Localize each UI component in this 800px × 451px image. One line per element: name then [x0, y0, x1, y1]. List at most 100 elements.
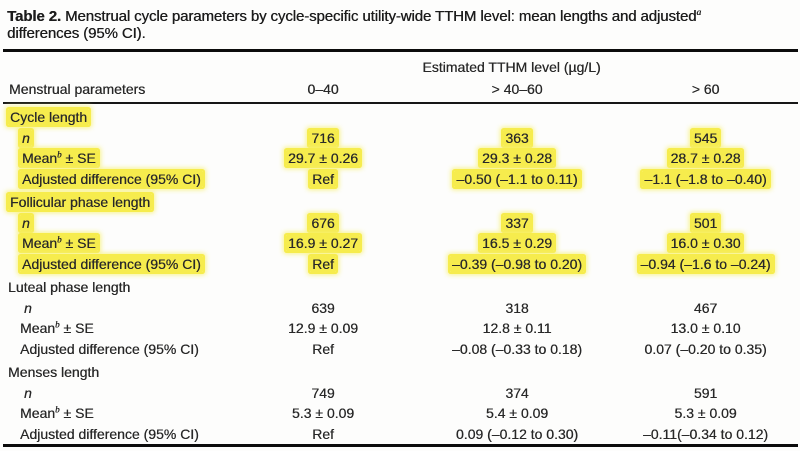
- table-row: Adjusted difference (95% CI) Ref –0.08 (–0…: [3, 339, 798, 360]
- row-label: Meanb ± SE: [3, 148, 225, 169]
- row-label-post: ± SE: [61, 235, 96, 252]
- row-label-pre: Mean: [22, 235, 58, 252]
- row-label-pre: n: [22, 214, 30, 231]
- row-label-text: n: [20, 300, 32, 316]
- row-label: Adjusted difference (95% CI): [3, 339, 225, 360]
- row-label-pre: Adjusted difference (95% CI): [22, 255, 201, 272]
- cell-value-text: –0.39 (–0.98 to 0.20): [450, 255, 584, 272]
- row-label: Meanb ± SE: [3, 403, 225, 424]
- cell-value-text: –0.94 (–1.6 to –0.24): [638, 255, 773, 272]
- cell-value: 16.9 ± 0.27: [225, 233, 421, 254]
- column-header-0-40: 0–40: [307, 80, 339, 97]
- section-label-text: Follicular phase length: [8, 194, 153, 211]
- table-row: Adjusted difference (95% CI) Ref –0.39 (–0…: [3, 254, 798, 275]
- table-row: n 749 374 591: [3, 383, 798, 404]
- row-label: Adjusted difference (95% CI): [3, 424, 225, 446]
- row-label: n: [3, 128, 225, 149]
- cell-value-text: –1.1 (–1.8 to –0.40): [642, 170, 769, 187]
- column-header-row: Menstrual parameters 0–40 > 40–60 > 60: [3, 75, 798, 103]
- cell-value: Ref: [225, 254, 421, 275]
- cell-value-text: –0.08 (–0.33 to 0.18): [452, 340, 582, 357]
- cell-value-text: Ref: [310, 255, 336, 272]
- row-label-text: n: [20, 214, 32, 231]
- section-label: Follicular phase length: [3, 189, 798, 213]
- cell-value-text: –0.50 (–1.1 to 0.11): [454, 170, 580, 187]
- cell-value-text: 12.9 ± 0.09: [288, 320, 358, 337]
- cell-value: Ref: [225, 339, 421, 360]
- footnote-marker: b: [55, 404, 60, 415]
- cell-value-text: 467: [693, 299, 718, 316]
- cell-value-text: 0.09 (–0.12 to 0.30): [455, 425, 579, 442]
- cell-value-text: 0.07 (–0.20 to 0.35): [644, 340, 767, 357]
- row-label-post: ± SE: [59, 320, 94, 337]
- cell-value: 501: [613, 213, 798, 234]
- stub-header: Menstrual parameters: [9, 80, 146, 97]
- cell-value-text: Ref: [312, 340, 334, 357]
- cell-value: 13.0 ± 0.10: [613, 318, 798, 339]
- table-row: Meanb ± SE 29.7 ± 0.26 29.3 ± 0.28 28.7 ± 0…: [3, 148, 798, 169]
- cell-value-text: 716: [309, 129, 337, 146]
- cell-value: 676: [225, 213, 421, 234]
- cell-value-text: 29.7 ± 0.26: [286, 150, 360, 167]
- row-label-pre: Mean: [22, 150, 58, 167]
- caption-text-tail: differences (95% CI).: [7, 25, 146, 42]
- section-row: Luteal phase length: [3, 274, 798, 298]
- row-label-text: n: [20, 385, 32, 401]
- cell-value-text: 16.0 ± 0.30: [668, 235, 743, 252]
- table-row: Meanb ± SE 16.9 ± 0.27 16.5 ± 0.29 16.0 ± 0…: [3, 233, 798, 254]
- cell-value-text: 337: [503, 214, 531, 231]
- cell-value: 749: [225, 383, 421, 404]
- cell-value: –0.11(–0.34 to 0.12): [613, 424, 798, 446]
- caption-text: Menstrual cycle parameters by cycle-spec…: [60, 8, 697, 25]
- row-label: n: [3, 298, 225, 319]
- table-row: Meanb ± SE 12.9 ± 0.09 12.8 ± 0.11 13.0 ± 0…: [3, 318, 798, 339]
- row-label-text: Meanb ± SE: [20, 320, 94, 336]
- cell-value-text: 5.4 ± 0.09: [485, 405, 549, 422]
- row-label-pre: n: [24, 384, 32, 401]
- section-row: Menses length: [3, 359, 798, 383]
- cell-value-text: 5.3 ± 0.09: [291, 405, 355, 422]
- cell-value-text: 591: [693, 384, 718, 401]
- footnote-marker: b: [57, 149, 62, 160]
- cell-value-text: Ref: [312, 425, 334, 442]
- row-label-text: n: [20, 129, 32, 146]
- cell-value: 363: [421, 128, 613, 149]
- cell-value-text: 16.9 ± 0.27: [286, 235, 360, 252]
- cell-value: 716: [225, 128, 421, 149]
- section-label-text: Menses length: [8, 364, 100, 381]
- row-label-text: Meanb ± SE: [20, 405, 94, 421]
- row-label-pre: Adjusted difference (95% CI): [20, 340, 199, 357]
- row-label: Meanb ± SE: [3, 318, 225, 339]
- table-body: Cycle length n 716 363 545 Meanb ± SE 29.7 ± 0…: [3, 103, 798, 446]
- row-label-text: Adjusted difference (95% CI): [20, 341, 199, 357]
- cell-value-text: 676: [309, 214, 337, 231]
- table-row: n 639 318 467: [3, 298, 798, 319]
- row-label-pre: Adjusted difference (95% CI): [20, 425, 199, 442]
- row-label-text: Adjusted difference (95% CI): [20, 255, 203, 272]
- table-row: Adjusted difference (95% CI) Ref 0.09 (–0.…: [3, 424, 798, 446]
- row-label-text: Adjusted difference (95% CI): [20, 426, 199, 442]
- cell-value-text: 318: [505, 299, 529, 316]
- cell-value: 12.9 ± 0.09: [225, 318, 421, 339]
- section-label-text: Cycle length: [8, 109, 90, 126]
- cell-value: Ref: [225, 169, 421, 190]
- cell-value-text: 28.7 ± 0.28: [668, 150, 743, 167]
- cell-value: 29.3 ± 0.28: [421, 148, 613, 169]
- cell-value-text: 545: [691, 129, 720, 146]
- cell-value: 0.09 (–0.12 to 0.30): [421, 424, 613, 446]
- table-row: n 716 363 545: [3, 128, 798, 149]
- cell-value-text: 749: [311, 384, 335, 401]
- cell-value-text: 501: [691, 214, 720, 231]
- cell-value-text: –0.11(–0.34 to 0.12): [642, 425, 769, 442]
- cell-value: 28.7 ± 0.28: [613, 148, 798, 169]
- cell-value: 12.8 ± 0.11: [421, 318, 613, 339]
- cell-value: 374: [421, 383, 613, 404]
- cell-value: Ref: [225, 424, 421, 446]
- section-label-text: Luteal phase length: [8, 279, 131, 296]
- table-row: Meanb ± SE 5.3 ± 0.09 5.4 ± 0.09 5.3 ± 0.09: [3, 403, 798, 424]
- row-label: n: [3, 383, 225, 404]
- caption-footnote-marker: a: [696, 8, 701, 18]
- row-label: Adjusted difference (95% CI): [3, 169, 225, 190]
- row-label: Adjusted difference (95% CI): [3, 254, 225, 275]
